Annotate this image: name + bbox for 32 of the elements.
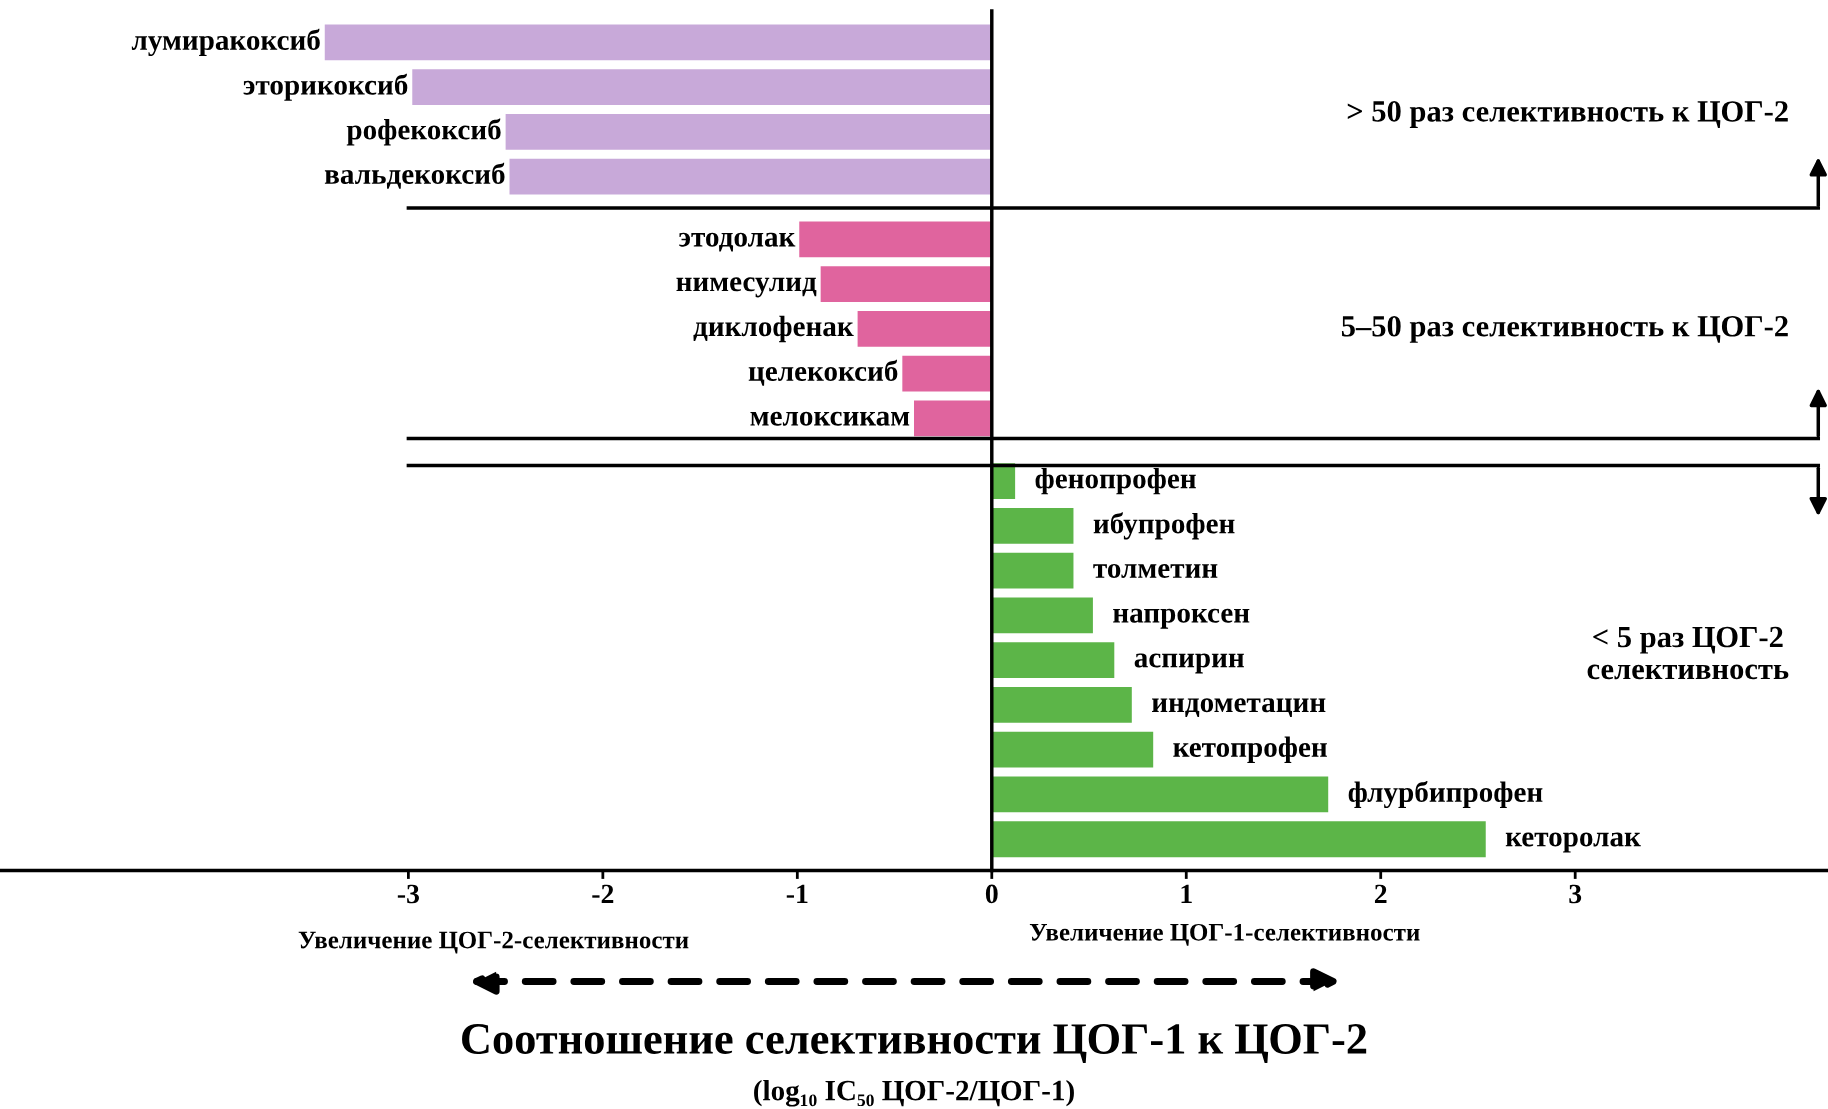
y-tick-label: кетопрофен — [1173, 736, 1327, 763]
annotation: < 5 раз ЦОГ-2 селективность — [1587, 626, 1789, 680]
x-tick-label: 3 — [1569, 884, 1582, 904]
x-tick-label: 0 — [985, 884, 998, 904]
y-tick-label: напроксен — [1113, 608, 1250, 629]
y-tick-label: целекоксиб — [748, 359, 898, 386]
y-tick-label: фенопрофен — [1035, 467, 1196, 495]
y-tick-label: диклофенак — [693, 315, 854, 343]
x-tick-label: -2 — [592, 884, 614, 904]
x-tick-label: 1 — [1181, 884, 1192, 904]
y-tick-label: рофекоксиб — [346, 118, 501, 146]
y-tick-label: индометацин — [1152, 698, 1326, 718]
y-tick-label: ибупрофен — [1093, 512, 1235, 540]
y-tick-label: флурбипрофен — [1348, 780, 1543, 809]
y-tick-label: толметин — [1093, 563, 1218, 578]
x-tick-label: -1 — [786, 884, 808, 904]
text: Увеличение ЦОГ-2-селективности — [298, 931, 689, 954]
y-tick-label: нимесулид — [676, 277, 817, 298]
text: Увеличение ЦОГ-1-селективности — [1029, 923, 1420, 946]
y-tick-label: лумиракоксиб — [131, 28, 320, 57]
x-tick-label: -3 — [397, 884, 419, 904]
text: (log₁₀ IC₅₀ ЦОГ-2/ЦОГ-1) — [754, 1079, 1074, 1107]
y-tick-label: кеторолак — [1505, 832, 1641, 853]
y-tick-label: эторикоксиб — [243, 73, 408, 101]
x-tick-label: 2 — [1374, 884, 1387, 904]
annotation: > 50 раз селективность к ЦОГ-2 — [1347, 101, 1788, 128]
y-tick-label: аспирин — [1134, 653, 1244, 674]
y-tick-label: этодолак — [679, 232, 796, 252]
y-tick-label: мелоксикам — [750, 411, 910, 426]
y-tick-label: вальдекоксиб — [324, 162, 505, 189]
annotation: 5–50 раз селективность к ЦОГ-2 — [1341, 315, 1788, 343]
x-axis-title: Соотношение селективности ЦОГ-1 к ЦОГ-2 — [462, 1024, 1367, 1064]
